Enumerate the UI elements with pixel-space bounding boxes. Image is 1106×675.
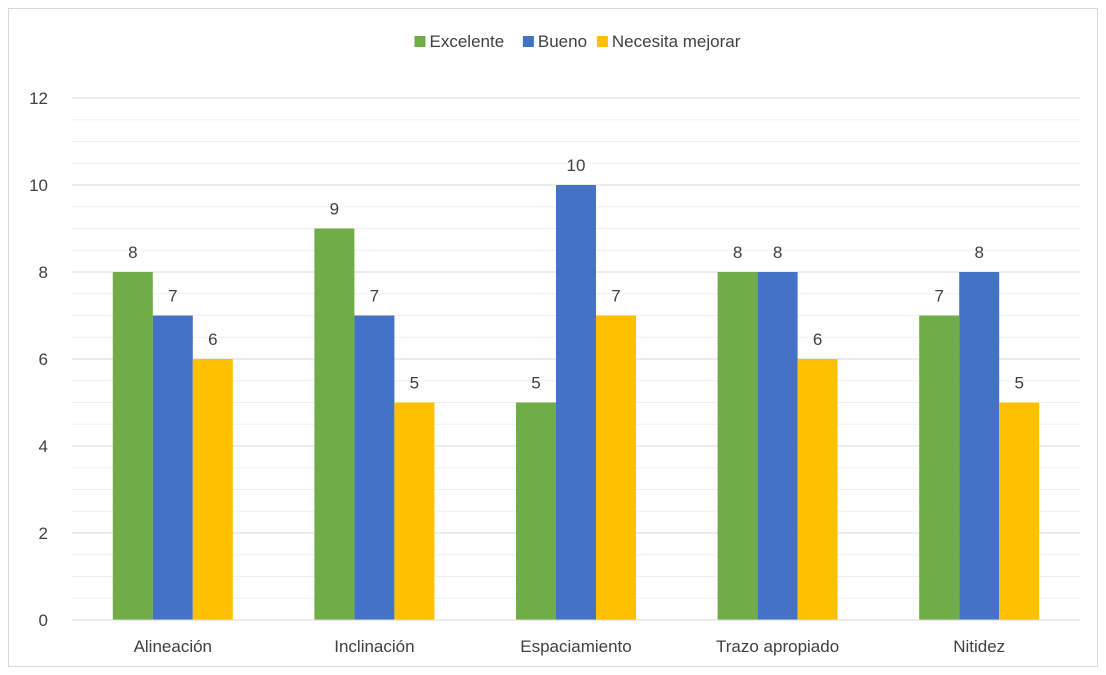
legend-swatch <box>596 36 608 47</box>
y-tick-label: 10 <box>29 176 48 195</box>
legend-label: Excelente <box>430 32 505 51</box>
bar-data-label: 5 <box>1014 374 1023 393</box>
y-axis-tick-labels: 0 2 4 6 8 10 12 <box>29 89 48 630</box>
legend-swatch <box>522 36 534 47</box>
bar-data-label: 6 <box>813 330 822 349</box>
bar-excelente <box>516 402 556 620</box>
y-tick-label: 12 <box>29 89 48 108</box>
bar-necesita-mejorar <box>999 402 1040 620</box>
bar-data-label: 9 <box>330 200 339 219</box>
y-tick-label: 2 <box>39 524 48 543</box>
bar-data-label: 10 <box>567 156 586 175</box>
bar-data-label: 6 <box>208 330 217 349</box>
bar-data-label: 7 <box>168 287 177 306</box>
y-tick-label: 4 <box>39 437 48 456</box>
bar-data-label: 7 <box>611 287 620 306</box>
bar-bueno <box>757 272 798 620</box>
bar-excelente <box>314 228 355 620</box>
bar-data-label: 8 <box>128 243 137 262</box>
bar-data-label: 8 <box>773 243 782 262</box>
y-tick-label: 6 <box>39 350 48 369</box>
y-tick-label: 0 <box>39 611 48 630</box>
bar-necesita-mejorar <box>596 315 636 620</box>
bars <box>112 185 1040 620</box>
bar-bueno <box>959 272 1000 620</box>
bar-excelente <box>717 272 758 620</box>
bar-data-label: 7 <box>370 287 379 306</box>
bar-data-label: 8 <box>733 243 742 262</box>
x-tick-label: Trazo apropiado <box>716 637 839 656</box>
legend: Excelente Bueno Necesita mejorar <box>414 32 741 51</box>
bar-data-label: 8 <box>974 243 983 262</box>
x-tick-label: Inclinación <box>334 637 414 656</box>
bar-bueno <box>152 315 193 620</box>
x-tick-label: Alineación <box>134 637 212 656</box>
bar-necesita-mejorar <box>192 359 233 620</box>
y-tick-label: 8 <box>39 263 48 282</box>
legend-label: Necesita mejorar <box>612 32 741 51</box>
x-tick-label: Nitidez <box>953 637 1005 656</box>
legend-swatch <box>414 36 426 47</box>
bar-data-label: 5 <box>531 374 540 393</box>
bar-data-label: 7 <box>934 287 943 306</box>
legend-label: Bueno <box>538 32 587 51</box>
bar-bueno <box>556 185 596 620</box>
bar-excelente <box>112 272 153 620</box>
x-axis-tick-labels: Alineación Inclinación Espaciamiento Trazo … <box>134 637 1006 656</box>
bar-data-label: 5 <box>410 374 419 393</box>
bar-necesita-mejorar <box>394 402 435 620</box>
x-tick-label: Espaciamiento <box>520 637 632 656</box>
bar-excelente <box>919 315 960 620</box>
bar-bueno <box>354 315 395 620</box>
bar-necesita-mejorar <box>797 359 838 620</box>
data-labels: 8 7 6 9 7 5 5 10 7 8 8 6 7 8 5 <box>128 156 1024 393</box>
